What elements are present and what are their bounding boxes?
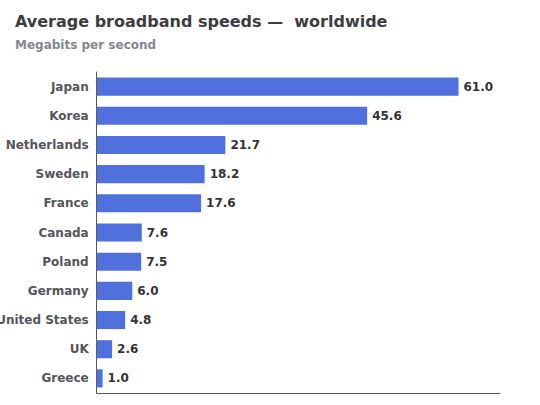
- svg-text:17.6: 17.6: [206, 196, 236, 210]
- svg-text:Greece: Greece: [41, 371, 88, 385]
- svg-text:6.0: 6.0: [137, 284, 158, 298]
- svg-text:France: France: [43, 196, 88, 210]
- svg-text:7.5: 7.5: [146, 255, 167, 269]
- svg-text:7.6: 7.6: [147, 226, 168, 240]
- svg-text:Average broadband speeds — wo: Average broadband speeds — worldwide: [15, 12, 388, 31]
- svg-text:61.0: 61.0: [463, 80, 493, 94]
- svg-text:Canada: Canada: [38, 226, 88, 240]
- svg-text:UK: UK: [70, 342, 90, 356]
- svg-text:21.7: 21.7: [230, 138, 260, 152]
- svg-text:Korea: Korea: [49, 109, 89, 123]
- svg-text:1.0: 1.0: [108, 371, 129, 385]
- svg-text:Netherlands: Netherlands: [6, 138, 89, 152]
- svg-text:18.2: 18.2: [210, 167, 240, 181]
- svg-text:45.6: 45.6: [372, 109, 402, 123]
- svg-text:2.6: 2.6: [117, 342, 138, 356]
- svg-text:4.8: 4.8: [130, 313, 151, 327]
- svg-text:United States: United States: [0, 313, 89, 327]
- svg-text:Sweden: Sweden: [36, 167, 89, 181]
- svg-text:Megabits per second: Megabits per second: [15, 38, 156, 52]
- svg-text:Poland: Poland: [42, 255, 88, 269]
- svg-text:Germany: Germany: [28, 284, 89, 298]
- svg-text:Japan: Japan: [50, 80, 89, 94]
